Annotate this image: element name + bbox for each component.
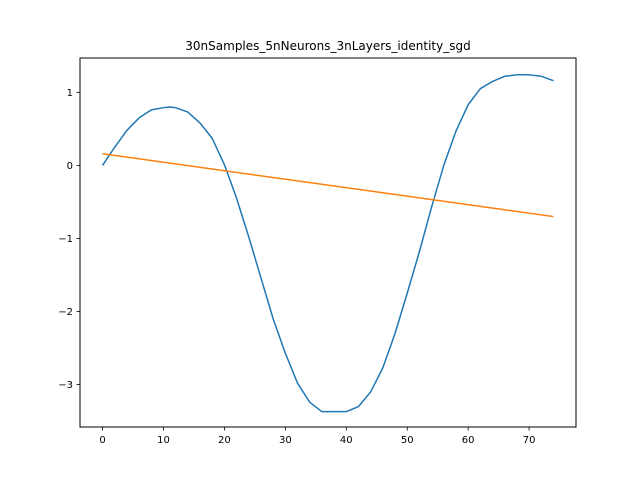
x-tick-label: 70 xyxy=(523,435,536,446)
x-tick-label: 30 xyxy=(279,435,292,446)
x-tick-label: 0 xyxy=(99,435,105,446)
x-tick-label: 50 xyxy=(401,435,414,446)
y-tick-label: −2 xyxy=(58,307,73,318)
y-tick-label: 1 xyxy=(67,88,73,99)
x-tick-label: 20 xyxy=(218,435,231,446)
y-tick-label: −3 xyxy=(58,380,73,391)
plot-area xyxy=(80,58,576,427)
x-tick-label: 40 xyxy=(340,435,353,446)
x-tick-label: 60 xyxy=(462,435,475,446)
y-tick-label: 0 xyxy=(67,161,73,172)
chart-title: 30nSamples_5nNeurons_3nLayers_identity_s… xyxy=(185,39,470,53)
y-tick-label: −1 xyxy=(58,234,73,245)
x-tick-label: 10 xyxy=(157,435,170,446)
axes-background xyxy=(80,58,576,427)
